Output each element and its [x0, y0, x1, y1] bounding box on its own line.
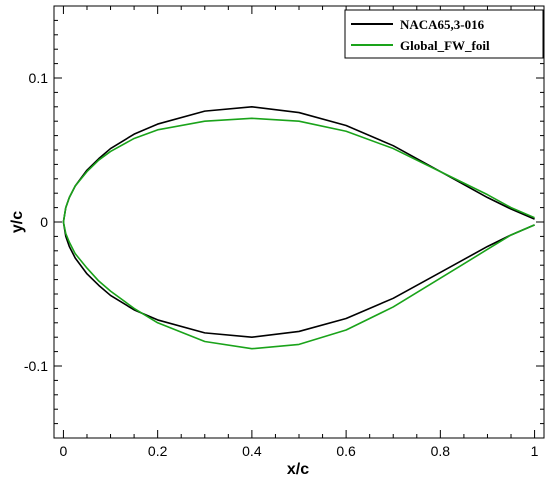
x-axis-tick-labels: 0 0.2 0.4 0.6 0.8 1 — [60, 443, 539, 459]
legend: NACA65,3-016 Global_FW_foil — [344, 9, 544, 59]
series-line-global-fw-foil — [62, 117, 535, 350]
x-axis-ticks — [62, 6, 536, 438]
plot-frame — [53, 5, 545, 439]
y-tick-label: -0.1 — [24, 358, 48, 374]
x-tick-label: 0.8 — [431, 443, 451, 459]
y-axis-ticks — [54, 19, 544, 425]
y-tick-label: 0 — [40, 214, 48, 230]
x-tick-label: 0 — [60, 443, 68, 459]
legend-box — [344, 9, 544, 59]
y-axis-title: y/c — [9, 211, 26, 233]
y-tick-label: 0.1 — [29, 70, 49, 86]
y-axis-tick-labels: -0.1 0 0.1 — [24, 70, 48, 374]
x-tick-label: 0.4 — [242, 443, 262, 459]
legend-label-naca: NACA65,3-016 — [400, 17, 485, 32]
x-tick-label: 0.2 — [148, 443, 168, 459]
series-line-naca65-3-016 — [62, 106, 535, 338]
legend-label-global-fw-foil: Global_FW_foil — [400, 38, 490, 53]
x-axis-title: x/c — [287, 461, 309, 478]
x-tick-label: 0.6 — [336, 443, 356, 459]
x-tick-label: 1 — [531, 443, 539, 459]
series-layer — [62, 106, 535, 350]
